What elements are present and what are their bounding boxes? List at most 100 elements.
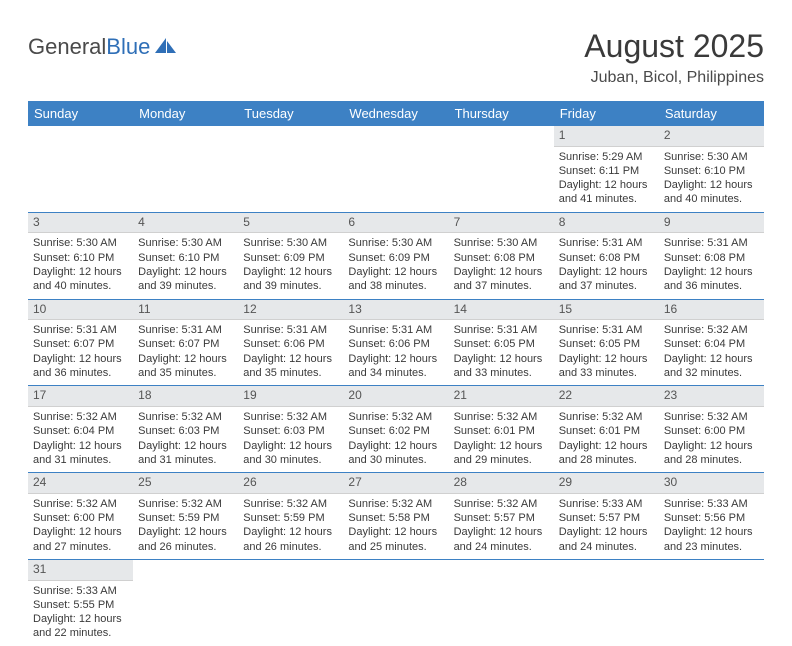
sunset-text: Sunset: 6:07 PM [138,337,233,351]
daylight-text-2: and 40 minutes. [664,192,759,206]
sunset-text: Sunset: 6:06 PM [348,337,443,351]
day-number: 1 [554,126,659,147]
day-number: 7 [449,213,554,234]
daylight-text-1: Daylight: 12 hours [33,352,128,366]
daylight-text-1: Daylight: 12 hours [138,439,233,453]
daylight-text-1: Daylight: 12 hours [348,265,443,279]
day-number: 10 [28,300,133,321]
day-details: Sunrise: 5:32 AMSunset: 6:00 PMDaylight:… [28,494,133,559]
sunset-text: Sunset: 6:02 PM [348,424,443,438]
day-cell: 13Sunrise: 5:31 AMSunset: 6:06 PMDayligh… [343,299,448,386]
daylight-text-1: Daylight: 12 hours [243,265,338,279]
day-cell: 16Sunrise: 5:32 AMSunset: 6:04 PMDayligh… [659,299,764,386]
sunrise-text: Sunrise: 5:32 AM [664,410,759,424]
daylight-text-2: and 36 minutes. [33,366,128,380]
day-details: Sunrise: 5:30 AMSunset: 6:09 PMDaylight:… [343,233,448,298]
day-cell: 10Sunrise: 5:31 AMSunset: 6:07 PMDayligh… [28,299,133,386]
day-number: 25 [133,473,238,494]
sunrise-text: Sunrise: 5:32 AM [559,410,654,424]
day-number: 14 [449,300,554,321]
col-monday: Monday [133,101,238,126]
sunrise-text: Sunrise: 5:32 AM [33,410,128,424]
sunrise-text: Sunrise: 5:30 AM [243,236,338,250]
day-number: 19 [238,386,343,407]
day-cell: 1Sunrise: 5:29 AMSunset: 6:11 PMDaylight… [554,126,659,212]
sunrise-text: Sunrise: 5:30 AM [138,236,233,250]
daylight-text-1: Daylight: 12 hours [33,265,128,279]
sunrise-text: Sunrise: 5:32 AM [348,497,443,511]
daylight-text-1: Daylight: 12 hours [348,439,443,453]
sunset-text: Sunset: 6:10 PM [138,251,233,265]
month-title: August 2025 [584,28,764,65]
day-number: 15 [554,300,659,321]
sunset-text: Sunset: 6:08 PM [664,251,759,265]
day-cell: 28Sunrise: 5:32 AMSunset: 5:57 PMDayligh… [449,473,554,560]
col-tuesday: Tuesday [238,101,343,126]
daylight-text-2: and 35 minutes. [138,366,233,380]
sunrise-text: Sunrise: 5:31 AM [454,323,549,337]
daylight-text-2: and 23 minutes. [664,540,759,554]
daylight-text-2: and 24 minutes. [559,540,654,554]
daylight-text-2: and 28 minutes. [664,453,759,467]
day-cell: 11Sunrise: 5:31 AMSunset: 6:07 PMDayligh… [133,299,238,386]
day-number: 2 [659,126,764,147]
sunrise-text: Sunrise: 5:32 AM [664,323,759,337]
daylight-text-2: and 24 minutes. [454,540,549,554]
sunrise-text: Sunrise: 5:32 AM [243,497,338,511]
daylight-text-2: and 31 minutes. [138,453,233,467]
daylight-text-2: and 27 minutes. [33,540,128,554]
daylight-text-2: and 38 minutes. [348,279,443,293]
daylight-text-2: and 35 minutes. [243,366,338,380]
day-number: 28 [449,473,554,494]
day-cell: 22Sunrise: 5:32 AMSunset: 6:01 PMDayligh… [554,386,659,473]
day-details: Sunrise: 5:32 AMSunset: 5:58 PMDaylight:… [343,494,448,559]
location: Juban, Bicol, Philippines [584,69,764,87]
week-row: 24Sunrise: 5:32 AMSunset: 6:00 PMDayligh… [28,473,764,560]
day-cell [343,126,448,212]
day-number: 11 [133,300,238,321]
daylight-text-1: Daylight: 12 hours [559,265,654,279]
daylight-text-2: and 34 minutes. [348,366,443,380]
day-cell [238,559,343,645]
day-cell: 26Sunrise: 5:32 AMSunset: 5:59 PMDayligh… [238,473,343,560]
day-cell [554,559,659,645]
sunset-text: Sunset: 6:10 PM [33,251,128,265]
sunset-text: Sunset: 6:10 PM [664,164,759,178]
daylight-text-1: Daylight: 12 hours [559,178,654,192]
day-number: 18 [133,386,238,407]
day-cell [659,559,764,645]
day-details: Sunrise: 5:32 AMSunset: 6:02 PMDaylight:… [343,407,448,472]
col-sunday: Sunday [28,101,133,126]
day-details: Sunrise: 5:32 AMSunset: 5:59 PMDaylight:… [238,494,343,559]
day-details: Sunrise: 5:32 AMSunset: 6:00 PMDaylight:… [659,407,764,472]
sunset-text: Sunset: 5:57 PM [454,511,549,525]
day-details: Sunrise: 5:30 AMSunset: 6:08 PMDaylight:… [449,233,554,298]
daylight-text-1: Daylight: 12 hours [664,352,759,366]
sunrise-text: Sunrise: 5:33 AM [559,497,654,511]
day-number: 27 [343,473,448,494]
sunrise-text: Sunrise: 5:31 AM [33,323,128,337]
daylight-text-1: Daylight: 12 hours [138,265,233,279]
sunrise-text: Sunrise: 5:32 AM [33,497,128,511]
day-cell [343,559,448,645]
sunset-text: Sunset: 6:01 PM [559,424,654,438]
day-cell: 23Sunrise: 5:32 AMSunset: 6:00 PMDayligh… [659,386,764,473]
sunset-text: Sunset: 6:05 PM [559,337,654,351]
daylight-text-2: and 22 minutes. [33,626,128,640]
sunrise-text: Sunrise: 5:31 AM [664,236,759,250]
sunrise-text: Sunrise: 5:30 AM [664,150,759,164]
daylight-text-1: Daylight: 12 hours [664,525,759,539]
day-cell [449,126,554,212]
day-details: Sunrise: 5:32 AMSunset: 6:04 PMDaylight:… [28,407,133,472]
day-number: 5 [238,213,343,234]
daylight-text-2: and 33 minutes. [454,366,549,380]
sunrise-text: Sunrise: 5:33 AM [33,584,128,598]
day-cell [133,559,238,645]
day-cell: 24Sunrise: 5:32 AMSunset: 6:00 PMDayligh… [28,473,133,560]
daylight-text-2: and 39 minutes. [243,279,338,293]
day-cell: 25Sunrise: 5:32 AMSunset: 5:59 PMDayligh… [133,473,238,560]
day-details: Sunrise: 5:31 AMSunset: 6:07 PMDaylight:… [133,320,238,385]
daylight-text-2: and 40 minutes. [33,279,128,293]
daylight-text-2: and 41 minutes. [559,192,654,206]
sunrise-text: Sunrise: 5:32 AM [138,497,233,511]
